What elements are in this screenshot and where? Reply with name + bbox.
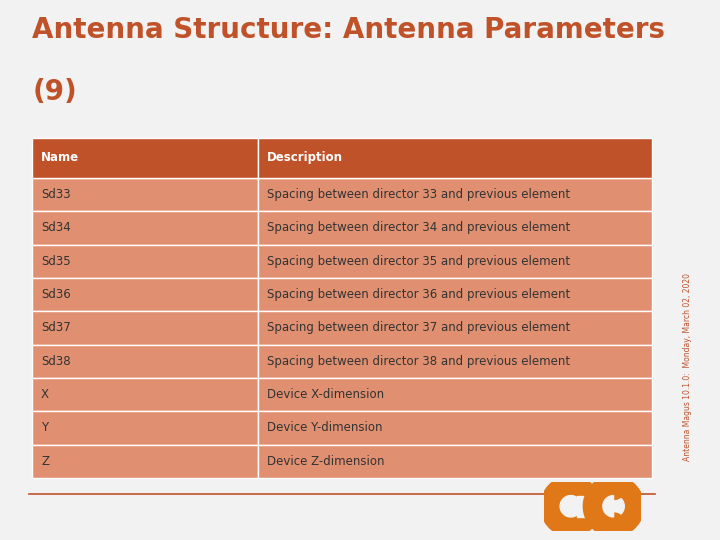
Polygon shape [603, 496, 624, 517]
Text: Spacing between director 33 and previous element: Spacing between director 33 and previous… [267, 188, 570, 201]
Text: Description: Description [267, 151, 343, 164]
Text: Sd37: Sd37 [41, 321, 71, 334]
Text: Device Z-dimension: Device Z-dimension [267, 455, 384, 468]
Polygon shape [560, 496, 582, 517]
Text: Antenna Structure: Antenna Parameters: Antenna Structure: Antenna Parameters [32, 16, 665, 44]
Text: Spacing between director 37 and previous element: Spacing between director 37 and previous… [267, 321, 570, 334]
Text: Name: Name [41, 151, 79, 164]
Text: Sd36: Sd36 [41, 288, 71, 301]
Polygon shape [603, 496, 613, 517]
Text: Z: Z [41, 455, 49, 468]
Text: Sd35: Sd35 [41, 255, 71, 268]
Text: Sd34: Sd34 [41, 221, 71, 234]
Text: Antenna Magus 10.1.0:  Monday, March 02, 2020: Antenna Magus 10.1.0: Monday, March 02, … [683, 273, 692, 461]
Text: (9): (9) [32, 78, 77, 106]
Text: Spacing between director 35 and previous element: Spacing between director 35 and previous… [267, 255, 570, 268]
Text: Device X-dimension: Device X-dimension [267, 388, 384, 401]
Text: Spacing between director 38 and previous element: Spacing between director 38 and previous… [267, 355, 570, 368]
Text: Y: Y [41, 421, 48, 434]
Text: Spacing between director 36 and previous element: Spacing between director 36 and previous… [267, 288, 570, 301]
Text: Device Y-dimension: Device Y-dimension [267, 421, 382, 434]
Text: Sd33: Sd33 [41, 188, 71, 201]
Text: Sd38: Sd38 [41, 355, 71, 368]
Text: X: X [41, 388, 49, 401]
Text: Spacing between director 34 and previous element: Spacing between director 34 and previous… [267, 221, 570, 234]
